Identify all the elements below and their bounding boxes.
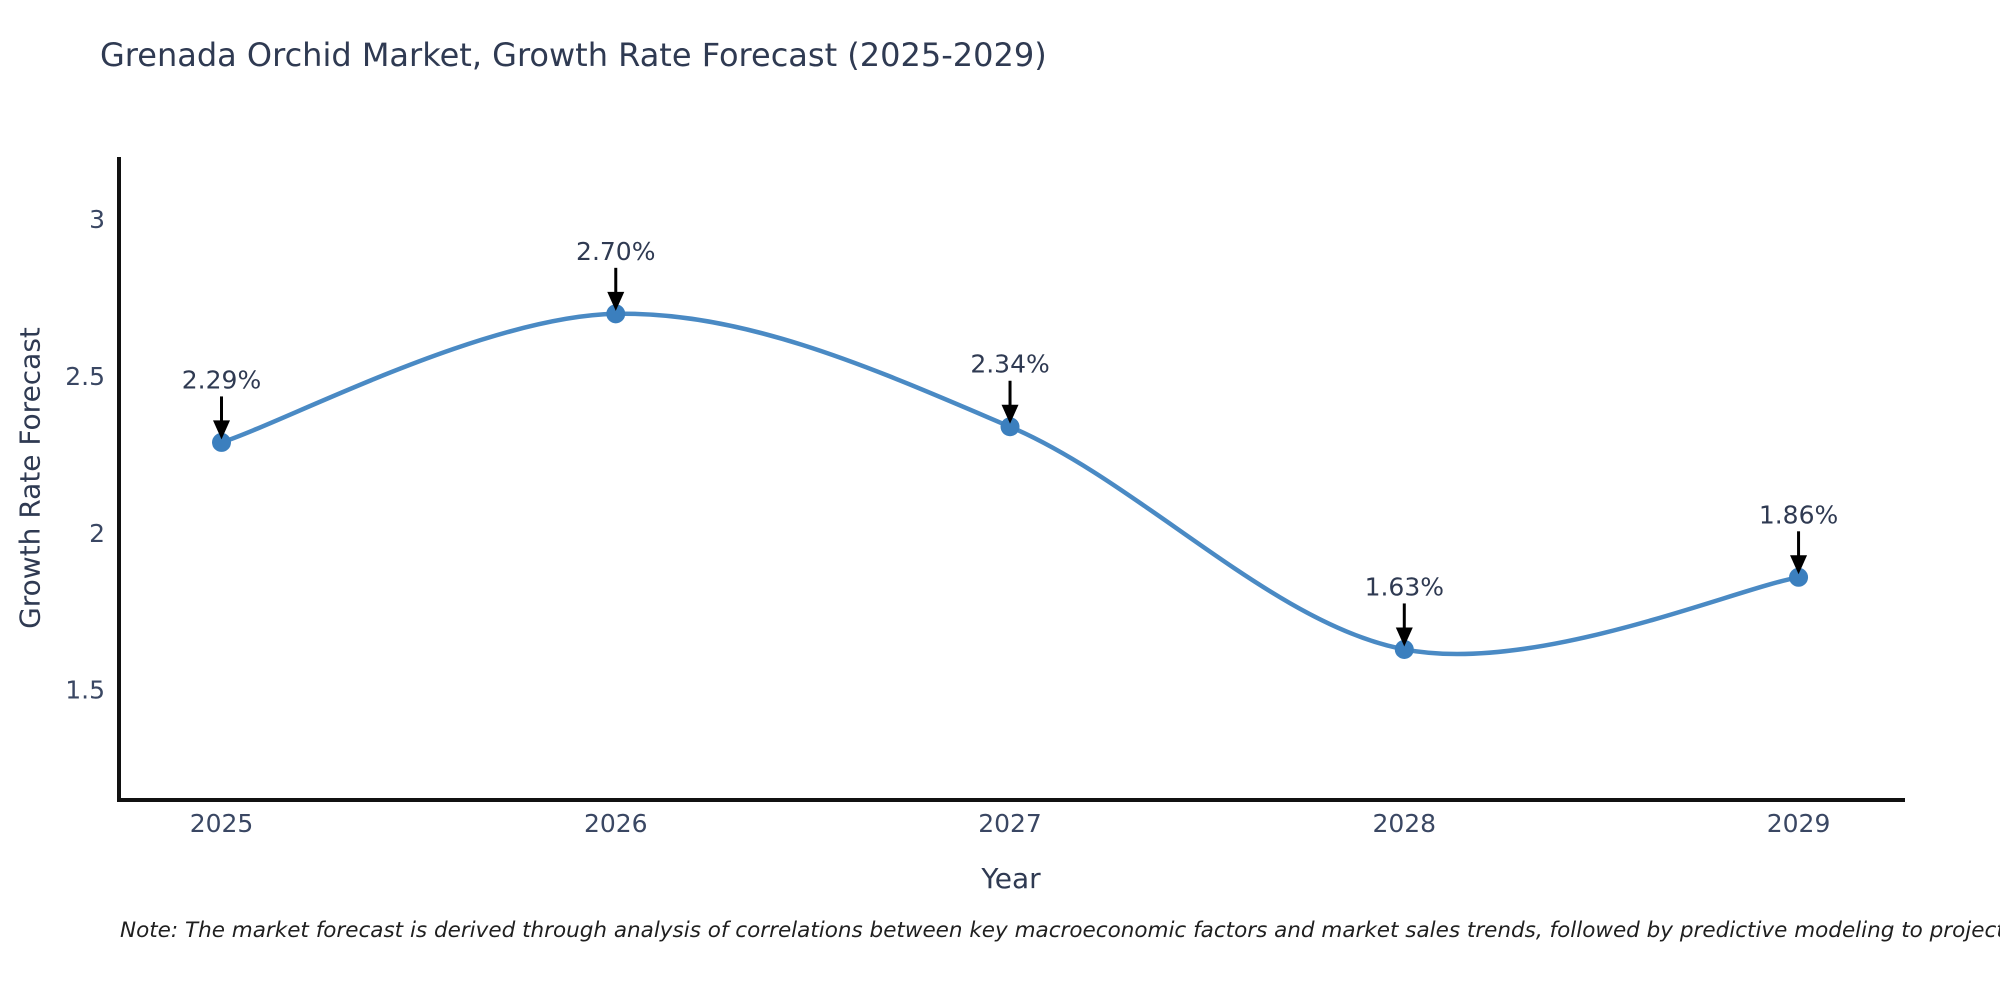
y-axis-title: Growth Rate Forecast: [13, 327, 47, 629]
annotation-arrow-head: [213, 420, 231, 440]
x-tick-label: 2027: [978, 809, 1042, 838]
y-tick-label: 3: [89, 205, 105, 234]
data-point-label: 2.29%: [182, 365, 261, 394]
data-point-label: 1.63%: [1365, 572, 1444, 601]
data-point-label: 2.34%: [970, 350, 1049, 379]
annotation-arrow-head: [1395, 627, 1413, 647]
annotation-arrow-head: [1790, 555, 1808, 575]
y-tick-label: 2: [89, 519, 105, 548]
data-point-marker: [1789, 567, 1809, 587]
data-point-marker: [212, 432, 232, 452]
data-point-marker: [1394, 639, 1414, 659]
data-point-label: 1.86%: [1759, 500, 1838, 529]
annotation-arrow-head: [1001, 404, 1019, 424]
footnote: Note: The market forecast is derived thr…: [120, 918, 2000, 943]
annotation-arrow-head: [607, 291, 625, 311]
x-tick-label: 2025: [190, 809, 254, 838]
data-point-marker: [606, 304, 626, 324]
y-tick-label: 1.5: [65, 676, 105, 705]
x-axis-title: Year: [981, 862, 1041, 895]
data-point-marker: [1000, 417, 1020, 437]
y-tick-label: 2.5: [65, 362, 105, 391]
data-point-label: 2.70%: [576, 237, 655, 266]
chart-title: Grenada Orchid Market, Growth Rate Forec…: [100, 36, 1047, 74]
x-tick-label: 2029: [1767, 809, 1831, 838]
x-tick-label: 2028: [1372, 809, 1436, 838]
x-tick-label: 2026: [584, 809, 648, 838]
